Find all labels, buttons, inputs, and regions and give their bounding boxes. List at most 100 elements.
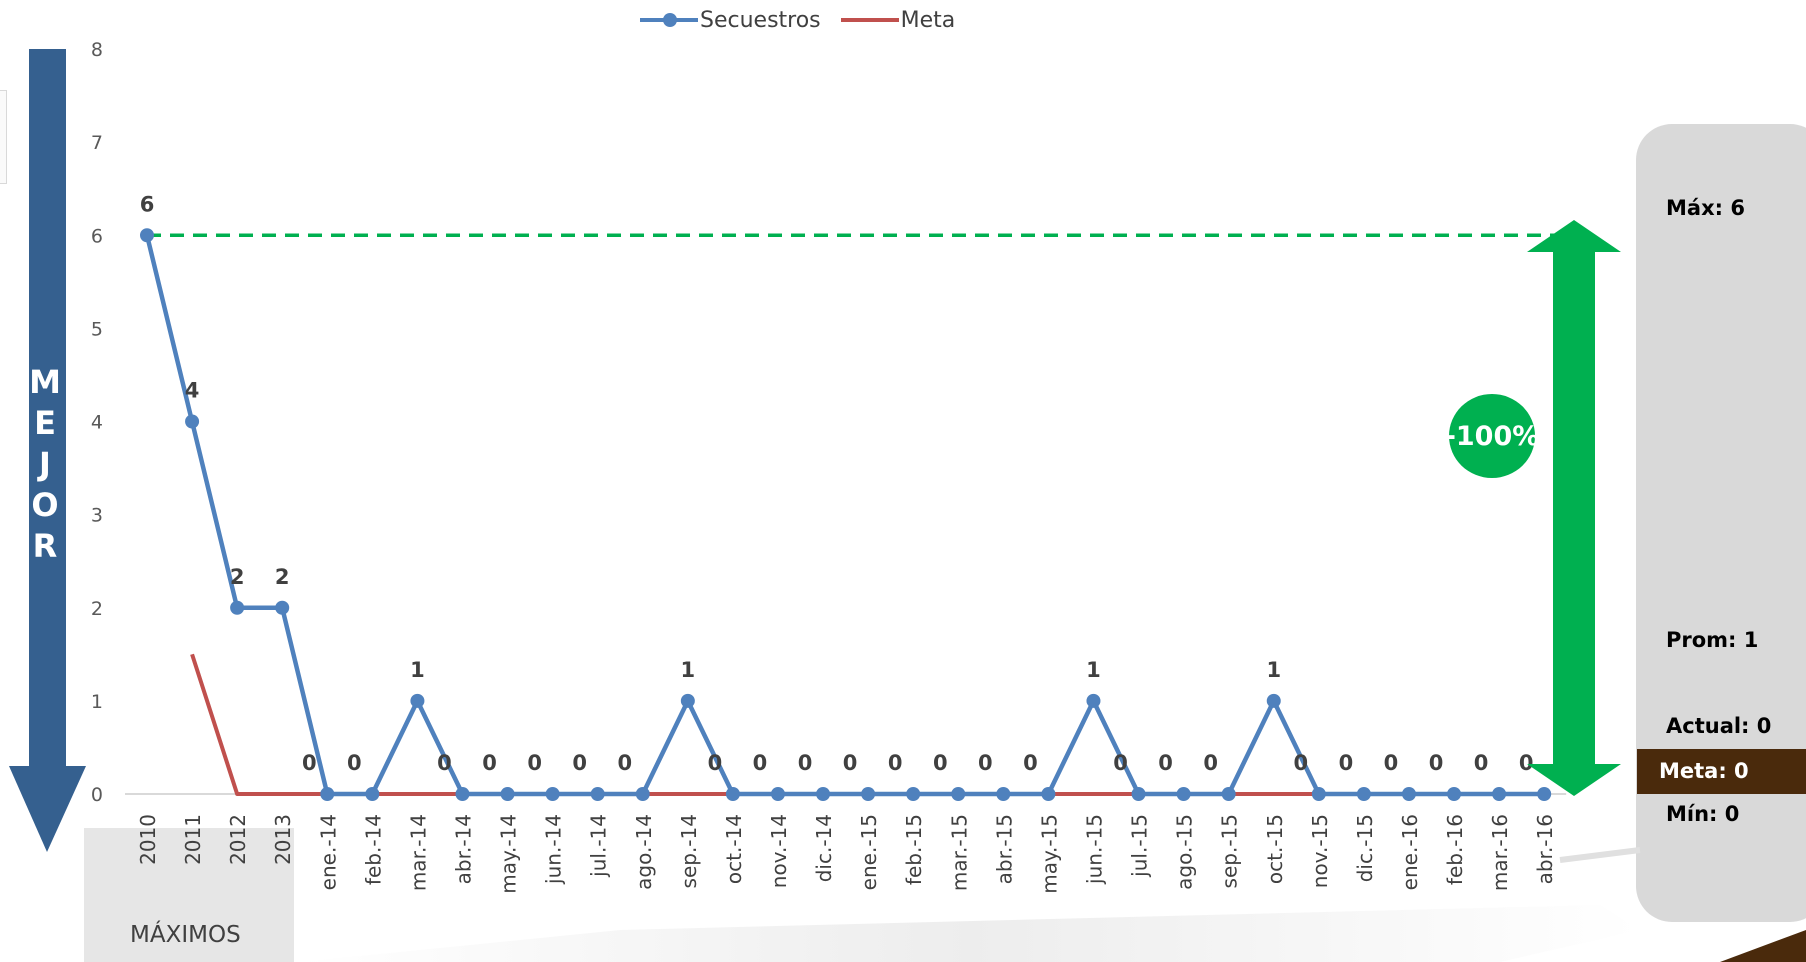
direction-letter: O <box>31 486 58 524</box>
data-point-secuestros <box>725 787 740 801</box>
data-label-secuestros: 1 <box>1266 658 1281 682</box>
data-label-secuestros: 0 <box>572 751 587 775</box>
data-point-secuestros <box>1401 787 1416 801</box>
x-tick-label: abr.-16 <box>1533 814 1557 884</box>
stat-max: Máx: 6 <box>1666 196 1745 220</box>
x-tick-label: jul.-14 <box>587 814 611 878</box>
data-label-secuestros: 2 <box>275 565 290 589</box>
data-label-secuestros: 1 <box>410 658 425 682</box>
data-point-secuestros <box>770 787 785 801</box>
x-tick-label: feb.-15 <box>902 814 926 885</box>
panel-shadow-line <box>1559 847 1641 863</box>
x-tick-label: 2012 <box>226 814 250 865</box>
data-point-secuestros <box>816 787 831 801</box>
y-tick-label: 2 <box>91 598 103 620</box>
x-tick-label: may.-14 <box>497 814 521 894</box>
data-point-secuestros <box>635 787 650 801</box>
data-label-secuestros: 0 <box>437 751 452 775</box>
data-label-secuestros: 0 <box>1023 751 1038 775</box>
data-point-secuestros <box>861 787 876 801</box>
data-label-secuestros: 0 <box>798 751 813 775</box>
data-label-secuestros: 2 <box>230 565 245 589</box>
x-tick-label: may.-15 <box>1037 814 1061 894</box>
data-point-secuestros <box>1447 787 1462 801</box>
legend-label-secuestros: Secuestros <box>700 7 821 33</box>
data-point-secuestros <box>1131 787 1146 801</box>
x-tick-label: 2013 <box>271 814 295 865</box>
corner-decoration <box>1720 930 1806 962</box>
data-point-secuestros <box>545 787 560 801</box>
data-point-secuestros <box>590 787 605 801</box>
data-point-secuestros <box>1537 787 1552 801</box>
data-point-secuestros <box>996 787 1011 801</box>
data-label-secuestros: 0 <box>482 751 497 775</box>
x-tick-label: ene.-14 <box>316 814 340 890</box>
range-arrow <box>1527 220 1621 796</box>
data-label-secuestros: 0 <box>753 751 768 775</box>
y-tick-label: 1 <box>91 691 103 713</box>
data-point-secuestros <box>365 787 380 801</box>
x-tick-label: mar.-14 <box>406 814 430 891</box>
x-tick-label: feb.-16 <box>1443 814 1467 885</box>
x-tick-label: feb.-14 <box>361 814 385 885</box>
legend-item-secuestros: Secuestros <box>640 8 821 33</box>
data-point-secuestros <box>140 228 154 243</box>
chart-legend: Secuestros Meta <box>640 6 955 34</box>
x-tick-label: mar.-16 <box>1488 814 1512 891</box>
data-label-secuestros: 0 <box>1474 751 1489 775</box>
y-tick-label: 7 <box>91 132 103 154</box>
stat-min: Mín: 0 <box>1666 802 1740 826</box>
data-point-secuestros <box>1221 787 1236 801</box>
data-point-secuestros <box>1086 693 1101 708</box>
x-tick-label: jun.-15 <box>1082 814 1106 885</box>
direction-letter: R <box>33 527 58 565</box>
x-tick-label: jul.-15 <box>1128 814 1152 878</box>
data-point-secuestros <box>410 693 425 708</box>
data-point-secuestros <box>906 787 921 801</box>
y-tick-label: 6 <box>91 225 103 247</box>
data-label-secuestros: 0 <box>527 751 542 775</box>
data-point-secuestros <box>500 787 515 801</box>
x-tick-label: oct.-15 <box>1263 814 1287 884</box>
left-edge-frame <box>0 90 7 184</box>
data-label-secuestros: 0 <box>617 751 632 775</box>
data-point-secuestros <box>951 787 966 801</box>
x-tick-label: oct.-14 <box>722 814 746 884</box>
x-tick-label: ago.-14 <box>632 814 656 890</box>
data-point-secuestros <box>275 600 290 615</box>
data-label-secuestros: 0 <box>933 751 948 775</box>
y-tick-label: 0 <box>91 784 103 806</box>
data-label-secuestros: 0 <box>1294 751 1309 775</box>
y-tick-label: 3 <box>91 505 103 527</box>
y-tick-label: 5 <box>91 318 103 340</box>
max-panel <box>84 828 294 962</box>
x-tick-label: ago.-15 <box>1173 814 1197 890</box>
legend-swatch-meta <box>840 18 899 22</box>
data-label-secuestros: 0 <box>978 751 993 775</box>
data-point-secuestros <box>1311 787 1326 801</box>
data-label-secuestros: 0 <box>302 751 317 775</box>
floor-decoration <box>300 905 1640 962</box>
stat-meta: Meta: 0 <box>1659 759 1749 783</box>
stat-actual: Actual: 0 <box>1666 714 1772 738</box>
stat-meta-band: Meta: 0 <box>1637 749 1806 794</box>
data-point-secuestros <box>1041 787 1056 801</box>
data-label-secuestros: 0 <box>1203 751 1218 775</box>
data-label-secuestros: 1 <box>681 658 696 682</box>
legend-item-meta: Meta <box>840 7 956 33</box>
change-percent-badge: -100% <box>1445 394 1539 478</box>
direction-letter: J <box>37 445 51 483</box>
data-point-secuestros <box>320 787 335 801</box>
data-label-secuestros: 0 <box>347 751 362 775</box>
x-tick-label: mar.-15 <box>947 814 971 891</box>
data-label-secuestros: 1 <box>1086 658 1101 682</box>
x-tick-label: abr.-14 <box>451 814 475 884</box>
data-point-secuestros <box>1492 787 1507 801</box>
legend-swatch-secuestros <box>640 13 698 27</box>
data-label-secuestros: 0 <box>888 751 903 775</box>
legend-label-meta: Meta <box>900 7 956 33</box>
direction-letter: M <box>29 363 61 401</box>
data-point-secuestros <box>185 414 200 429</box>
x-tick-label: dic.-14 <box>812 814 836 882</box>
